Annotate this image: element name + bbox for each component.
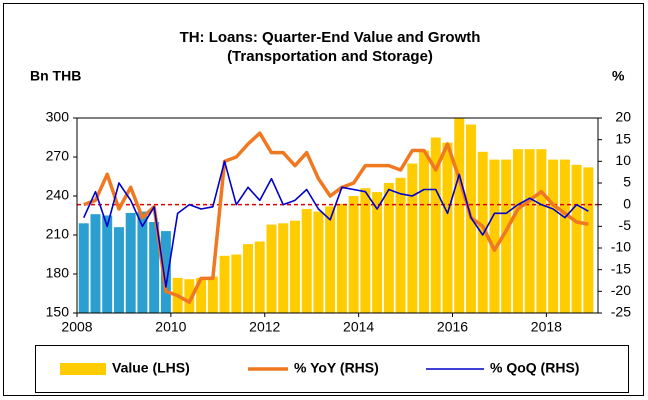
bar	[559, 159, 570, 313]
bar	[372, 192, 383, 313]
bar	[254, 241, 265, 313]
legend-label: % YoY (RHS)	[294, 360, 379, 376]
y2-tick-label: -10	[611, 239, 631, 255]
y2-tick-label: 20	[615, 109, 631, 125]
plot-frame	[76, 117, 599, 314]
chart-title: TH: Loans: Quarter-End Value and Growth	[180, 29, 481, 46]
bar	[548, 159, 559, 313]
bar	[383, 183, 394, 313]
bar	[113, 227, 124, 313]
bar	[430, 137, 441, 313]
bar	[419, 150, 430, 313]
bar	[313, 211, 324, 313]
y-axis-label: Bn THB	[30, 68, 81, 84]
x-tick-label: 2008	[61, 319, 92, 335]
bar	[231, 254, 242, 313]
bar	[278, 223, 289, 313]
y-tick-label: 180	[46, 265, 70, 281]
bar	[125, 212, 136, 313]
y2-tick-label: 10	[615, 152, 631, 168]
x-tick-label: 2014	[343, 319, 374, 335]
y2-tick-label: -5	[619, 217, 632, 233]
bar	[219, 255, 230, 313]
bar	[243, 244, 254, 313]
bar	[407, 163, 418, 313]
y2-tick-label: -25	[611, 304, 631, 320]
y-tick-label: 240	[46, 187, 70, 203]
legend-label: Value (LHS)	[112, 360, 190, 376]
bar	[196, 277, 207, 313]
bar	[90, 214, 101, 313]
bar	[348, 196, 359, 313]
y-tick-label: 150	[46, 304, 70, 320]
bar	[395, 177, 406, 313]
line-series	[83, 131, 589, 304]
bar	[571, 164, 582, 313]
y2-tick-label: -15	[611, 260, 631, 276]
bar	[442, 142, 453, 313]
legend-swatch	[60, 363, 106, 375]
y2-tick-label: 5	[623, 174, 631, 190]
bar	[78, 223, 89, 313]
bar	[102, 215, 113, 313]
y2-tick-label: -20	[611, 282, 631, 298]
bar	[583, 167, 594, 313]
bar	[524, 149, 535, 313]
bar	[160, 231, 171, 313]
x-tick-label: 2018	[531, 319, 562, 335]
y-tick-label: 300	[46, 109, 70, 125]
bar	[137, 211, 148, 313]
bar	[489, 159, 500, 313]
bar	[207, 276, 218, 313]
bar	[454, 118, 465, 313]
line-series	[83, 160, 589, 288]
y2-tick-label: 15	[615, 130, 631, 146]
y-tick-label: 270	[46, 148, 70, 164]
y2-tick-label: 0	[623, 195, 631, 211]
y-tick-label: 210	[46, 226, 70, 242]
chart-subtitle: (Transportation and Storage)	[227, 48, 433, 65]
x-tick-label: 2012	[249, 319, 280, 335]
bar	[512, 149, 523, 313]
bar	[301, 209, 312, 313]
bar	[149, 222, 160, 313]
bar	[289, 220, 300, 313]
x-tick-label: 2010	[155, 319, 186, 335]
bar	[184, 279, 195, 313]
x-tick-label: 2016	[437, 319, 468, 335]
bar	[360, 188, 371, 313]
legend-box	[35, 345, 629, 393]
bar	[325, 206, 336, 313]
bar	[477, 151, 488, 313]
bar	[336, 203, 347, 313]
legend-label: % QoQ (RHS)	[490, 360, 579, 376]
bar	[536, 149, 547, 313]
bar	[501, 159, 512, 313]
y2-axis-label: %	[612, 68, 625, 84]
bar	[266, 224, 277, 313]
